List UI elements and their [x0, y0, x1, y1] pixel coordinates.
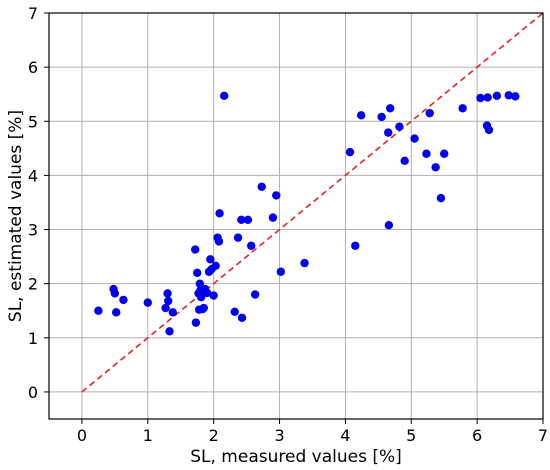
y-axis-label: SL, estimated values [%]: [6, 110, 26, 322]
data-point: [110, 289, 120, 298]
data-point: [384, 221, 394, 230]
x-tick-label: 2: [209, 426, 219, 445]
grid-lines: [49, 12, 544, 419]
y-tick-label: 6: [28, 58, 38, 77]
y-tick-label: 3: [28, 221, 38, 240]
data-point: [214, 237, 224, 246]
data-point: [410, 134, 419, 143]
data-points: [94, 91, 520, 336]
y-tick-label: 2: [28, 275, 38, 294]
data-point: [209, 291, 218, 300]
data-point: [196, 293, 206, 302]
data-point: [250, 290, 260, 299]
data-point: [119, 295, 128, 305]
data-point: [425, 108, 434, 118]
data-point: [220, 91, 229, 101]
data-point: [476, 93, 485, 103]
data-point: [458, 104, 467, 113]
data-point: [483, 93, 492, 102]
data-point: [395, 122, 404, 131]
data-point: [215, 209, 224, 218]
data-point: [377, 112, 386, 122]
y-tick-label: 5: [28, 112, 38, 131]
data-point: [511, 92, 520, 101]
data-point: [400, 156, 409, 165]
x-tick-label: 7: [538, 426, 548, 445]
data-point: [211, 261, 220, 271]
data-point: [165, 327, 174, 336]
data-point: [436, 193, 446, 203]
x-tick-label: 4: [340, 426, 350, 445]
data-point: [94, 306, 103, 315]
data-point: [247, 241, 256, 250]
data-point: [357, 111, 366, 120]
data-point: [384, 128, 393, 137]
y-tick-label: 0: [28, 383, 38, 402]
data-point: [237, 313, 247, 322]
x-tick-label: 6: [472, 426, 482, 445]
data-point: [237, 215, 246, 224]
data-point: [230, 307, 239, 317]
data-point: [193, 268, 202, 278]
data-point: [440, 149, 449, 158]
axis-ticks: 0 1 2 3 4 5 6 7 0 1 2 3 4 5 6 7: [28, 4, 548, 445]
data-point: [268, 213, 278, 222]
data-point: [345, 147, 355, 157]
x-tick-label: 5: [406, 426, 416, 445]
data-point: [195, 279, 205, 288]
data-point: [191, 318, 201, 327]
data-point: [276, 267, 286, 276]
data-point: [257, 182, 266, 191]
x-axis-label: SL, measured values [%]: [190, 447, 402, 467]
data-point: [163, 289, 172, 298]
data-point: [111, 308, 121, 317]
data-point: [161, 303, 170, 313]
data-point: [300, 258, 309, 268]
x-tick-label: 0: [77, 426, 87, 445]
reference-line-layer: [81, 12, 544, 393]
data-point: [243, 215, 253, 224]
y-tick-label: 4: [28, 166, 38, 185]
data-point: [385, 104, 395, 113]
plot-frame: [48, 12, 544, 420]
data-point: [168, 308, 178, 317]
data-point: [431, 163, 440, 172]
y-tick-label: 1: [28, 329, 38, 348]
data-point: [199, 303, 208, 313]
data-point: [484, 125, 494, 135]
data-point: [143, 298, 152, 307]
data-point: [351, 241, 360, 250]
data-point: [164, 296, 173, 306]
data-point: [492, 91, 502, 101]
reference-line: [81, 12, 544, 393]
data-point: [272, 191, 281, 200]
data-point: [422, 149, 431, 158]
y-tick-label: 7: [28, 4, 38, 23]
data-point: [233, 233, 243, 242]
data-point: [206, 255, 215, 264]
data-point: [191, 245, 200, 254]
x-tick-label: 1: [143, 426, 153, 445]
data-point: [504, 91, 513, 100]
x-tick-label: 3: [274, 426, 284, 445]
data-point: [202, 288, 212, 298]
